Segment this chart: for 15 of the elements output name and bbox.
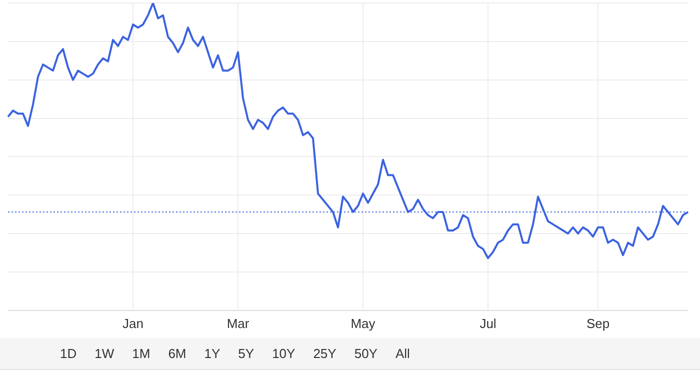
x-tick-label: Jan <box>122 316 144 331</box>
x-tick-label: Jul <box>480 316 496 331</box>
text: 1Y <box>203 346 222 361</box>
text: 10Y <box>271 346 296 361</box>
text: 1M <box>131 346 152 361</box>
text: 50Y <box>353 346 378 361</box>
x-tick-label: Sep <box>586 316 610 331</box>
x-tick-label: Mar <box>226 316 250 331</box>
x-tick-label: May <box>350 316 376 331</box>
text: 25Y <box>312 346 338 361</box>
text: 5Y <box>237 346 256 361</box>
text: 1W <box>94 346 116 361</box>
text: 1D <box>59 346 78 361</box>
text: 6M <box>167 346 188 361</box>
text: All <box>394 346 411 361</box>
